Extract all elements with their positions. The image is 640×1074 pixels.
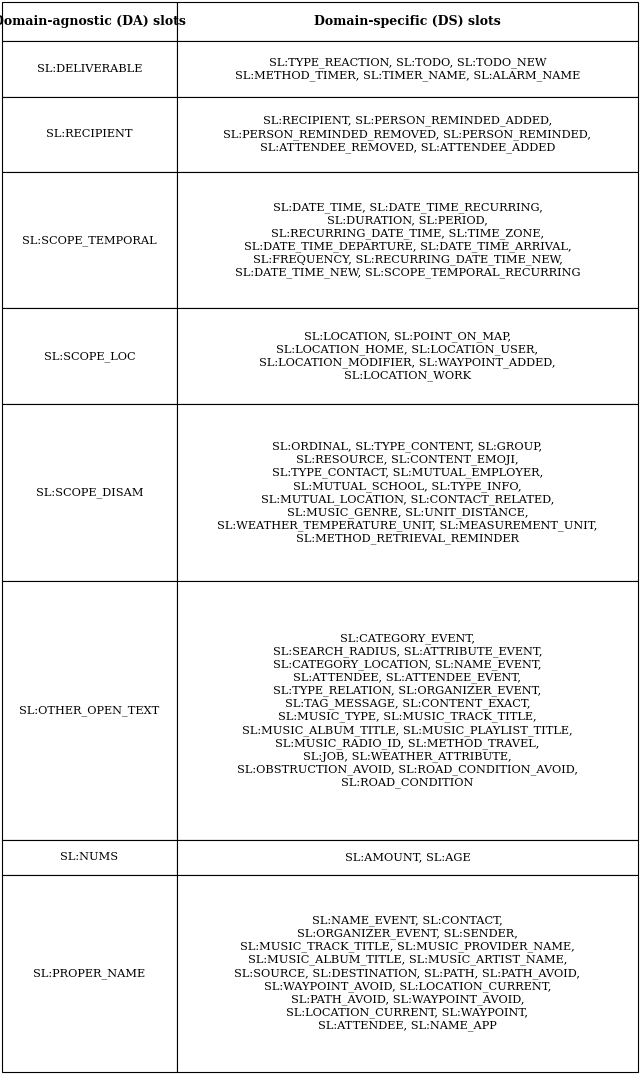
Bar xyxy=(2,840,177,874)
Text: SL:CATEGORY_EVENT,
SL:SEARCH_RADIUS, SL:ATTRIBUTE_EVENT,
SL:CATEGORY_LOCATION, S: SL:CATEGORY_EVENT, SL:SEARCH_RADIUS, SL:… xyxy=(237,633,578,788)
Text: SL:PROPER_NAME: SL:PROPER_NAME xyxy=(33,968,145,978)
Bar xyxy=(177,2,638,42)
Bar xyxy=(177,97,638,172)
Bar xyxy=(2,2,177,42)
Text: SL:SCOPE_LOC: SL:SCOPE_LOC xyxy=(44,351,135,362)
Text: SL:DATE_TIME, SL:DATE_TIME_RECURRING,
SL:DURATION, SL:PERIOD,
SL:RECURRING_DATE_: SL:DATE_TIME, SL:DATE_TIME_RECURRING, SL… xyxy=(235,202,580,278)
Text: SL:TYPE_REACTION, SL:TODO, SL:TODO_NEW
SL:METHOD_TIMER, SL:TIMER_NAME, SL:ALARM_: SL:TYPE_REACTION, SL:TODO, SL:TODO_NEW S… xyxy=(235,57,580,81)
Text: SL:SCOPE_DISAM: SL:SCOPE_DISAM xyxy=(36,488,143,498)
Bar xyxy=(177,874,638,1072)
Text: Domain-specific (DS) slots: Domain-specific (DS) slots xyxy=(314,15,501,28)
Bar xyxy=(177,840,638,874)
Bar xyxy=(177,404,638,581)
Bar xyxy=(2,172,177,308)
Text: SL:OTHER_OPEN_TEXT: SL:OTHER_OPEN_TEXT xyxy=(19,706,159,716)
Text: SL:RECIPIENT: SL:RECIPIENT xyxy=(46,129,132,140)
Bar xyxy=(2,42,177,97)
Bar xyxy=(2,874,177,1072)
Text: SL:RECIPIENT, SL:PERSON_REMINDED_ADDED,
SL:PERSON_REMINDED_REMOVED, SL:PERSON_RE: SL:RECIPIENT, SL:PERSON_REMINDED_ADDED, … xyxy=(223,116,591,153)
Bar xyxy=(177,42,638,97)
Bar xyxy=(2,308,177,404)
Text: SL:LOCATION, SL:POINT_ON_MAP,
SL:LOCATION_HOME, SL:LOCATION_USER,
SL:LOCATION_MO: SL:LOCATION, SL:POINT_ON_MAP, SL:LOCATIO… xyxy=(259,331,556,381)
Text: SL:SCOPE_TEMPORAL: SL:SCOPE_TEMPORAL xyxy=(22,235,157,246)
Text: Domain-agnostic (DA) slots: Domain-agnostic (DA) slots xyxy=(0,15,186,28)
Text: SL:ORDINAL, SL:TYPE_CONTENT, SL:GROUP,
SL:RESOURCE, SL:CONTENT_EMOJI,
SL:TYPE_CO: SL:ORDINAL, SL:TYPE_CONTENT, SL:GROUP, S… xyxy=(217,441,598,545)
Bar xyxy=(2,97,177,172)
Text: SL:AMOUNT, SL:AGE: SL:AMOUNT, SL:AGE xyxy=(344,852,470,862)
Bar xyxy=(2,404,177,581)
Bar xyxy=(177,172,638,308)
Text: SL:NUMS: SL:NUMS xyxy=(60,852,118,862)
Bar xyxy=(177,308,638,404)
Text: SL:NAME_EVENT, SL:CONTACT,
SL:ORGANIZER_EVENT, SL:SENDER,
SL:MUSIC_TRACK_TITLE, : SL:NAME_EVENT, SL:CONTACT, SL:ORGANIZER_… xyxy=(234,915,580,1031)
Bar xyxy=(177,581,638,840)
Bar xyxy=(2,581,177,840)
Text: SL:DELIVERABLE: SL:DELIVERABLE xyxy=(36,64,142,74)
